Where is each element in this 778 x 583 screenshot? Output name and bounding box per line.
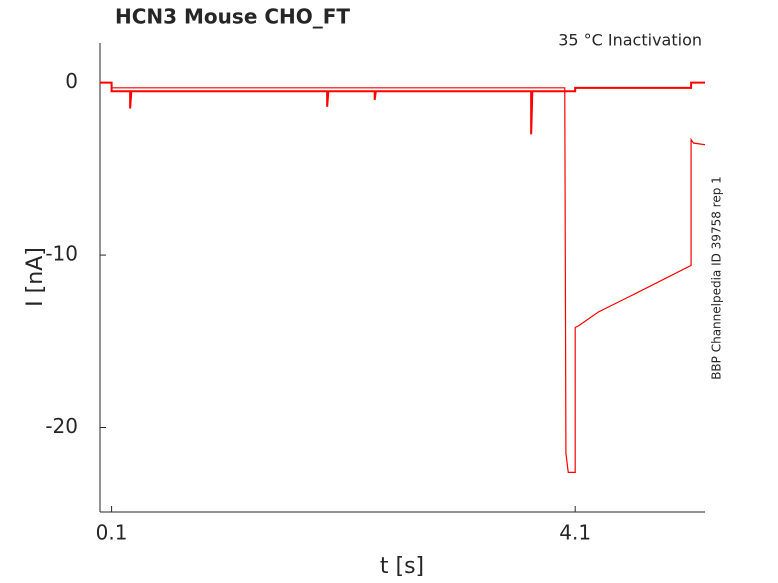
x-tick-label: 4.1 xyxy=(559,521,591,545)
x-axis-label: t [s] xyxy=(380,554,424,579)
y-axis-label: I [nA] xyxy=(23,247,48,307)
y-tick-label: 0 xyxy=(65,69,78,93)
annotation: BBP Channelpedia ID 39758 rep 1 xyxy=(710,176,724,380)
y-tick-label: -10 xyxy=(45,242,78,266)
data-line xyxy=(100,82,706,473)
x-tick-label: 0.1 xyxy=(96,521,128,545)
chart-title: HCN3 Mouse CHO_FT xyxy=(115,5,350,29)
y-tick-label: -20 xyxy=(45,414,78,438)
data-line xyxy=(100,81,705,135)
chart-subtitle: 35 °C Inactivation xyxy=(558,31,702,50)
